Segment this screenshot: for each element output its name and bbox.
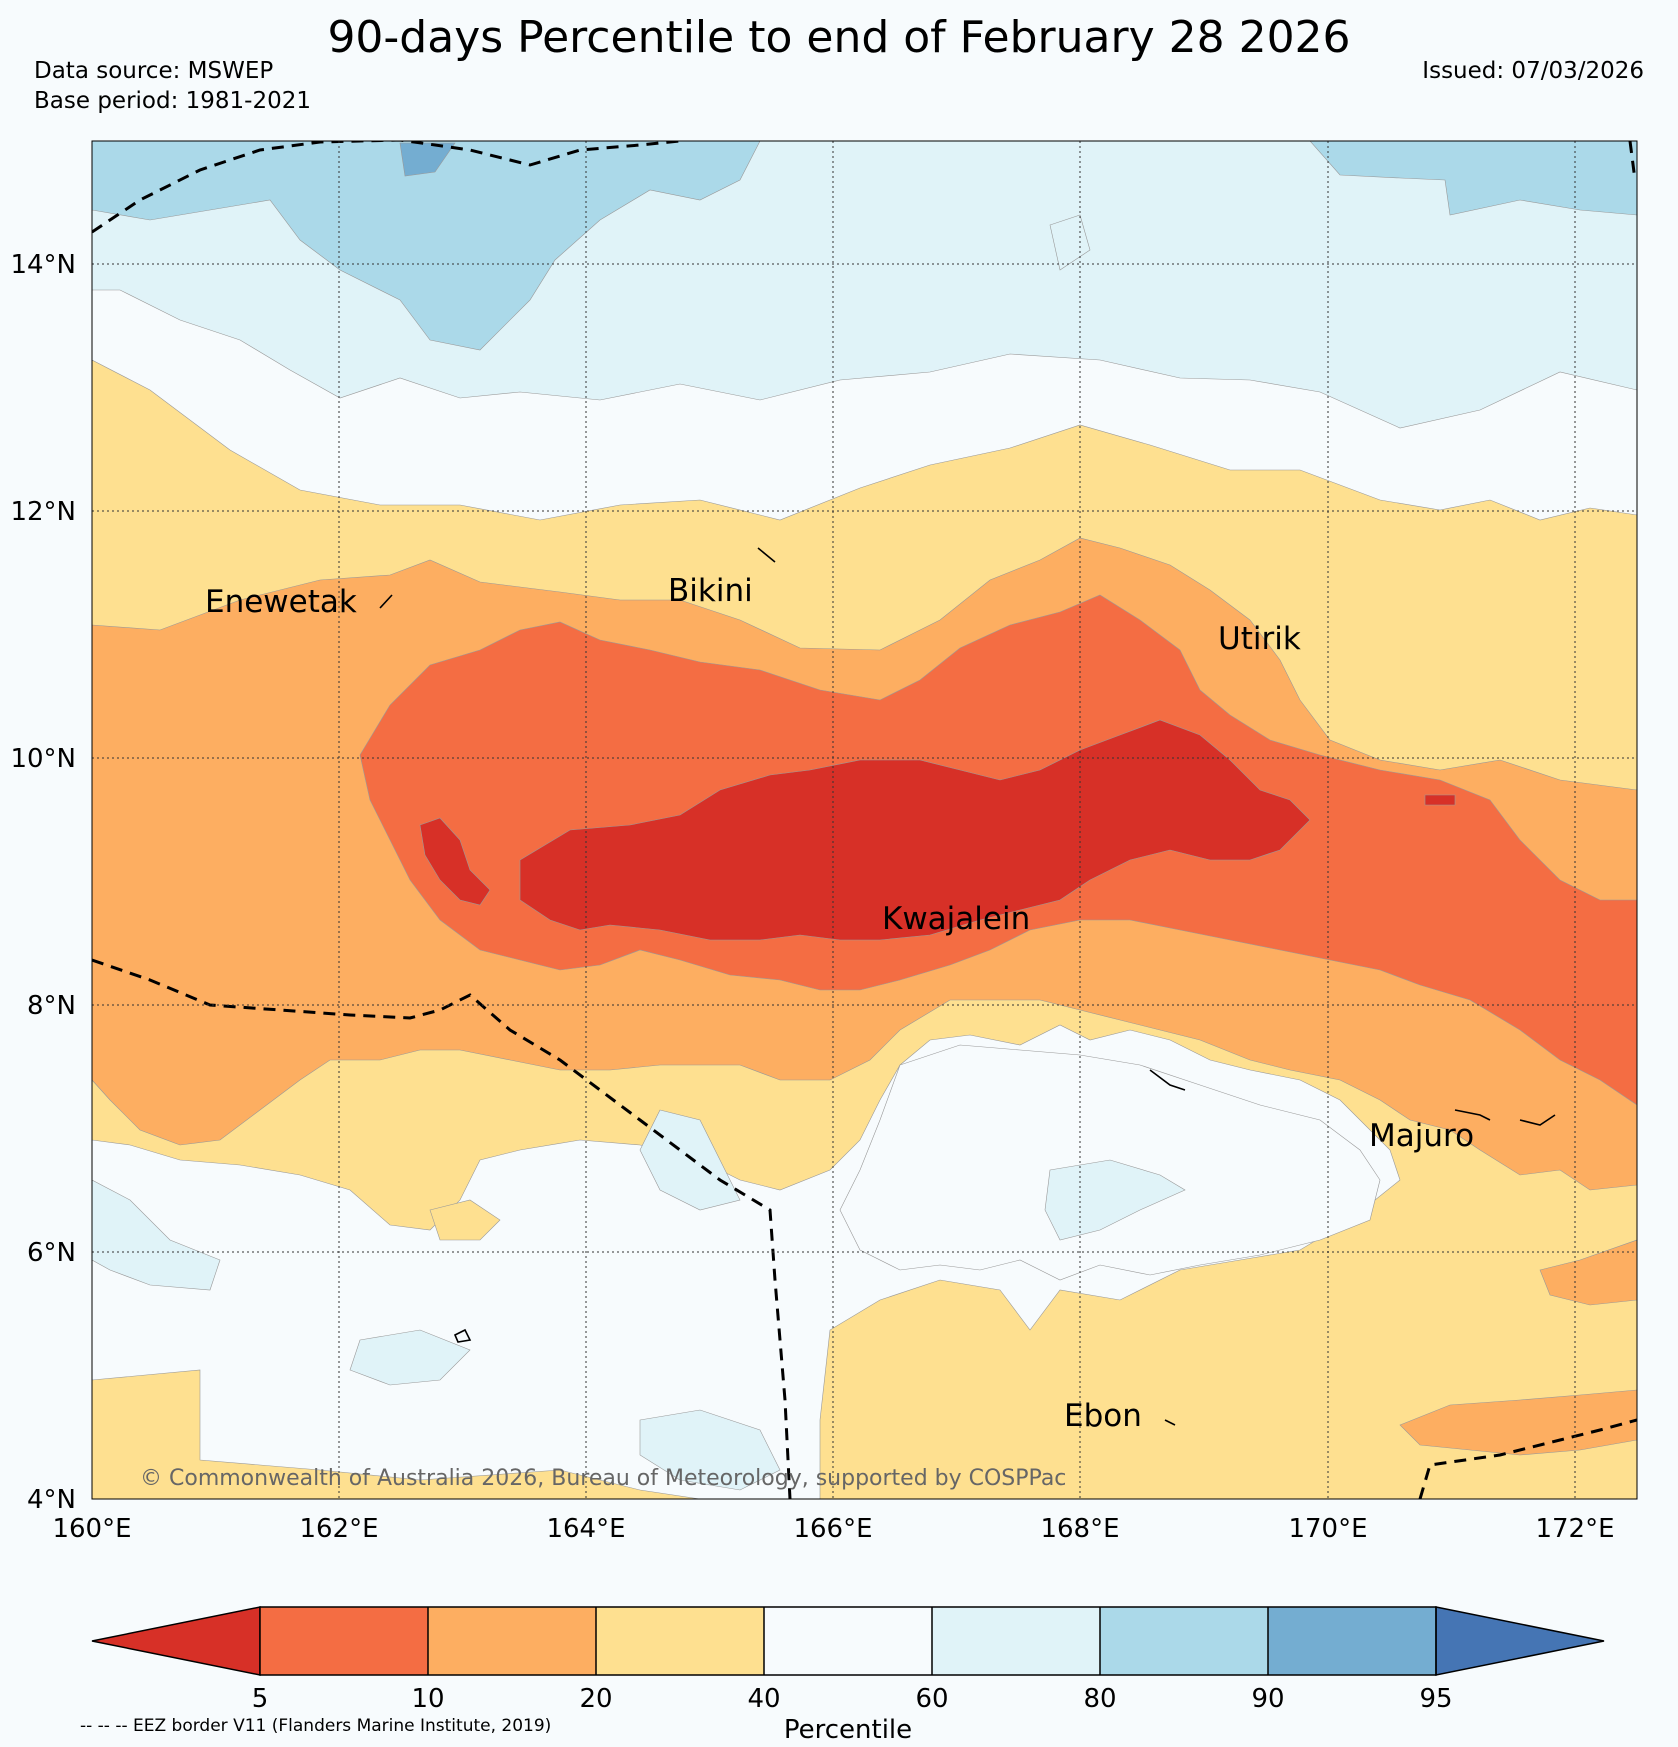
colorbar-bin-10-20 — [428, 1607, 596, 1675]
region-20-40-south-blob — [429, 1199, 501, 1241]
map-title: 90-days Percentile to end of February 28… — [327, 12, 1351, 63]
region-below-5 — [519, 719, 1311, 941]
colorbar-tick-5: 5 — [252, 1684, 269, 1714]
colorbar: 5 10 20 40 60 80 90 95 Percentile — [91, 1606, 1605, 1745]
region-60-80-south-mid — [639, 1109, 741, 1211]
percentile-field: © Commonwealth of Australia 2026, Bureau… — [92, 141, 1637, 1499]
place-label-ebon: Ebon — [1064, 1398, 1142, 1434]
atoll-outlines — [379, 547, 1556, 1426]
region-60-80-south-left — [349, 1329, 471, 1386]
lon-label-170e: 170°E — [1288, 1514, 1367, 1544]
graticule — [92, 141, 1637, 1499]
place-label-kwajalein: Kwajalein — [882, 901, 1030, 937]
colorbar-tick-90: 90 — [1251, 1684, 1284, 1714]
lon-label-162e: 162°E — [299, 1514, 378, 1544]
region-60-80-south-low — [639, 1409, 781, 1491]
lat-label-8n: 8°N — [27, 991, 76, 1021]
colorbar-extend-high — [1435, 1606, 1605, 1676]
place-label-enewetak: Enewetak — [205, 584, 357, 620]
region-80-90-north — [92, 141, 761, 351]
colorbar-extend-low — [91, 1606, 261, 1676]
lat-label-10n: 10°N — [10, 744, 76, 774]
region-60-80-southwest — [92, 1179, 221, 1291]
region-60-80-south — [1044, 1159, 1186, 1241]
copyright-notice: © Commonwealth of Australia 2026, Bureau… — [140, 1466, 1066, 1491]
region-10-20-se — [1399, 1389, 1637, 1456]
region-below-5-west — [419, 817, 491, 906]
colorbar-bin-40-60 — [764, 1607, 932, 1675]
map-frame — [91, 140, 1638, 1500]
lon-label-172e: 172°E — [1535, 1514, 1614, 1544]
lat-label-6n: 6°N — [27, 1238, 76, 1268]
colorbar-bin-5-10 — [260, 1607, 428, 1675]
lat-label-14n: 14°N — [10, 250, 76, 280]
colorbar-tick-10: 10 — [411, 1684, 444, 1714]
eez-borders — [92, 141, 1637, 1499]
place-label-utirik: Utirik — [1218, 621, 1301, 657]
place-label-bikini: Bikini — [668, 573, 753, 609]
region-80-90-ne — [1309, 141, 1637, 216]
data-source-label: Data source: MSWEP — [34, 58, 274, 84]
lon-label-166e: 166°E — [793, 1514, 872, 1544]
colorbar-bin-80-90 — [1100, 1607, 1268, 1675]
region-10-20-east-low — [1539, 1239, 1637, 1306]
colorbar-tick-80: 80 — [1083, 1684, 1116, 1714]
lat-label-4n: 4°N — [27, 1485, 76, 1515]
base-period-label: Base period: 1981-2021 — [34, 88, 312, 114]
colorbar-tick-95: 95 — [1419, 1684, 1452, 1714]
eez-border-note: -- -- -- EEZ border V11 (Flanders Marine… — [80, 1716, 551, 1736]
colorbar-bin-60-80 — [932, 1607, 1100, 1675]
lon-label-168e: 168°E — [1040, 1514, 1119, 1544]
region-90-95 — [399, 142, 456, 177]
lat-label-12n: 12°N — [10, 497, 76, 527]
colorbar-tick-20: 20 — [579, 1684, 612, 1714]
region-below-5-east — [1424, 794, 1456, 806]
lon-label-160e: 160°E — [52, 1514, 131, 1544]
issued-date-label: Issued: 07/03/2026 — [1422, 58, 1644, 84]
place-label-majuro: Majuro — [1369, 1118, 1474, 1154]
lon-label-164e: 164°E — [546, 1514, 625, 1544]
colorbar-bin-20-40 — [596, 1607, 764, 1675]
colorbar-label: Percentile — [784, 1715, 912, 1745]
colorbar-tick-40: 40 — [747, 1684, 780, 1714]
colorbar-tick-60: 60 — [915, 1684, 948, 1714]
colorbar-bin-90-95 — [1268, 1607, 1436, 1675]
